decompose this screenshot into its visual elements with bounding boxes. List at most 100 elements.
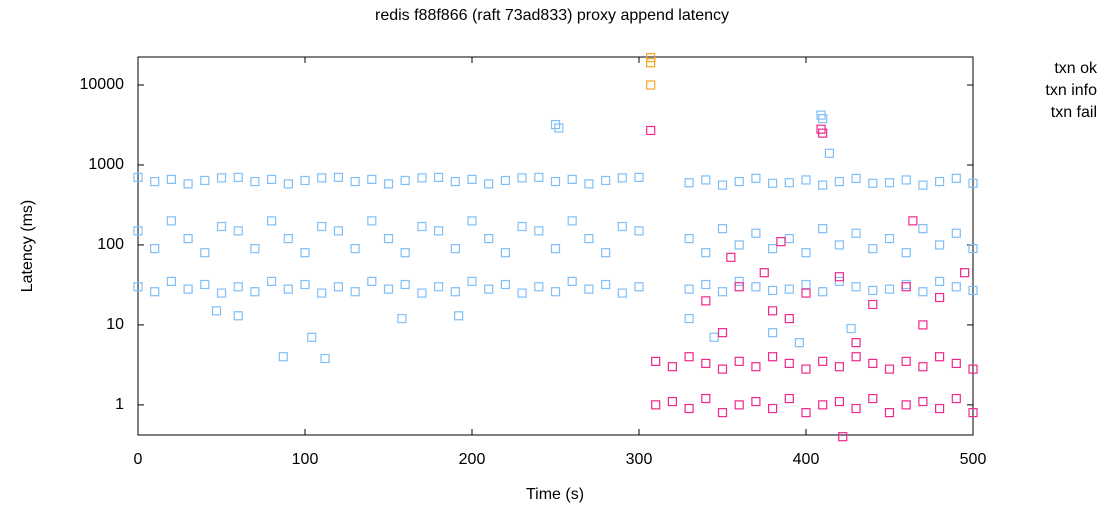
- point: [183, 234, 193, 244]
- point: [550, 243, 561, 254]
- point: [701, 279, 711, 290]
- point: [734, 400, 744, 410]
- point: [701, 393, 711, 404]
- point: [951, 358, 961, 369]
- point: [267, 216, 277, 226]
- point: [960, 268, 970, 278]
- x-tick-label: 400: [793, 451, 820, 468]
- point: [801, 175, 811, 185]
- legend-label: txn fail: [1051, 104, 1097, 121]
- point: [383, 234, 394, 244]
- point: [784, 284, 794, 294]
- point: [759, 268, 769, 278]
- point: [868, 358, 878, 369]
- point: [200, 279, 210, 290]
- point: [150, 287, 160, 297]
- y-tick-label: 1: [115, 396, 124, 413]
- point: [801, 288, 811, 298]
- point: [283, 234, 293, 244]
- point: [484, 234, 494, 244]
- point: [646, 58, 656, 68]
- x-tick-label: 300: [626, 451, 653, 468]
- point: [646, 80, 656, 90]
- point: [709, 332, 719, 342]
- point: [918, 224, 928, 234]
- point: [450, 243, 460, 254]
- point: [200, 248, 210, 258]
- y-tick-label: 1000: [88, 156, 124, 173]
- point: [767, 178, 778, 188]
- point: [484, 179, 494, 189]
- point: [901, 282, 911, 292]
- point: [550, 287, 561, 297]
- point: [851, 173, 861, 183]
- point: [133, 282, 143, 292]
- point: [267, 276, 277, 286]
- point: [868, 243, 878, 254]
- point: [784, 234, 794, 244]
- point: [734, 276, 744, 286]
- point: [684, 313, 694, 324]
- point: [150, 176, 160, 187]
- point: [901, 175, 911, 185]
- point: [350, 176, 360, 187]
- point: [751, 396, 761, 407]
- point: [567, 174, 577, 185]
- point: [150, 243, 160, 254]
- point: [868, 178, 878, 188]
- point: [934, 276, 945, 286]
- point: [684, 234, 694, 244]
- point: [617, 173, 627, 183]
- point: [901, 248, 911, 258]
- legend-label: txn info: [1045, 82, 1097, 99]
- point: [517, 288, 527, 298]
- point: [350, 287, 360, 297]
- point: [767, 403, 778, 414]
- point: [934, 403, 945, 414]
- point: [751, 362, 761, 372]
- point: [918, 287, 928, 297]
- point: [646, 125, 656, 136]
- point: [734, 282, 744, 292]
- point: [834, 362, 845, 372]
- point: [600, 248, 611, 258]
- point: [968, 364, 978, 374]
- y-tick-label: 100: [97, 236, 124, 253]
- point: [868, 299, 878, 310]
- point: [450, 176, 460, 187]
- point: [400, 279, 410, 290]
- point: [634, 282, 644, 292]
- legend-label: txn ok: [1054, 60, 1098, 77]
- point: [320, 353, 330, 364]
- point: [367, 276, 377, 286]
- point: [784, 178, 794, 188]
- point: [250, 243, 260, 254]
- point: [968, 285, 978, 296]
- point: [868, 393, 878, 404]
- point: [951, 173, 961, 183]
- point: [717, 180, 728, 190]
- point: [767, 285, 778, 296]
- point: [283, 284, 293, 294]
- point: [667, 362, 678, 372]
- point: [317, 173, 327, 183]
- point: [851, 338, 861, 348]
- point: [333, 282, 343, 292]
- point: [884, 408, 895, 418]
- point: [166, 276, 176, 286]
- point: [317, 288, 327, 298]
- point: [838, 432, 848, 442]
- point: [901, 400, 911, 410]
- point: [233, 226, 243, 236]
- point: [834, 272, 845, 282]
- plot-frame: [137, 56, 974, 436]
- point: [500, 279, 510, 290]
- point: [901, 356, 911, 366]
- point: [934, 352, 945, 362]
- point: [851, 228, 861, 238]
- point: [417, 173, 427, 183]
- y-axis-label: Latency (ms): [19, 200, 36, 292]
- x-tick-label: 0: [134, 451, 143, 468]
- point: [567, 276, 577, 286]
